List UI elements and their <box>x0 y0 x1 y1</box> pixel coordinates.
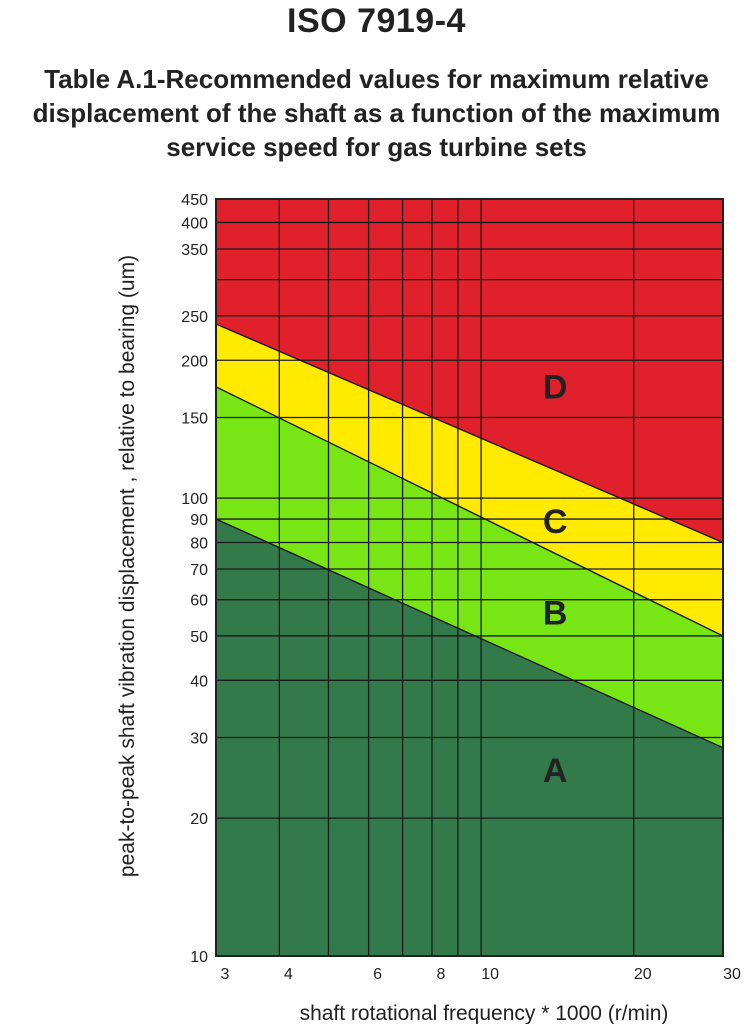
zone-c-area <box>216 324 723 636</box>
y-tick-label: 450 <box>181 192 208 209</box>
subtitle-line-3: service speed for gas turbine sets <box>166 132 587 162</box>
zone-label-c: C <box>543 503 568 541</box>
y-tick-label: 90 <box>190 512 208 529</box>
y-tick-label: 80 <box>190 535 208 552</box>
y-tick-label: 10 <box>190 949 208 966</box>
y-tick-label: 70 <box>190 562 208 579</box>
y-tick-label: 40 <box>190 673 208 690</box>
subtitle-line-2: displacement of the shaft as a function … <box>32 98 721 128</box>
zone-boundary-line <box>215 323 724 544</box>
zone-b-area <box>216 386 723 748</box>
plot-frame <box>215 198 724 957</box>
y-axis-label: peak-to-peak shaft vibration displacemen… <box>116 255 139 877</box>
x-tick-label: 10 <box>481 966 499 983</box>
zone-label-a: A <box>543 752 568 790</box>
x-tick-label: 8 <box>437 966 446 983</box>
y-tick-label: 200 <box>181 353 208 370</box>
zone-labels-layer: A B C D <box>543 369 568 790</box>
y-tick-label: 30 <box>190 731 208 748</box>
zone-label-d: D <box>543 369 568 407</box>
y-tick-label: 50 <box>190 629 208 646</box>
y-tick-label: 250 <box>181 309 208 326</box>
zones-layer <box>216 199 723 956</box>
y-tick-label: 350 <box>181 242 208 259</box>
zone-label-b: B <box>543 594 568 632</box>
x-tick-label: 30 <box>723 966 741 983</box>
x-tick-label: 3 <box>221 966 230 983</box>
chart-title: ISO 7919-4 <box>287 2 466 40</box>
zone-boundary-line <box>215 518 724 749</box>
x-tick-label: 4 <box>284 966 293 983</box>
y-tick-label: 20 <box>190 811 208 828</box>
zone-d-area <box>216 199 723 543</box>
chart-subtitle: Table A.1-Recommended values for maximum… <box>0 62 753 164</box>
y-tick-label: 100 <box>181 491 208 508</box>
boundaries-layer <box>215 323 724 749</box>
ticks-layer: 10 20 30 40 50 60 70 80 90 100 150 200 250 350 400 450 3… <box>181 192 741 983</box>
y-tick-label: 400 <box>181 215 208 232</box>
subtitle-line-1: Table A.1-Recommended values for maximum… <box>44 64 709 94</box>
y-tick-label: 150 <box>181 410 208 427</box>
x-tick-label: 20 <box>634 966 652 983</box>
x-tick-label: 6 <box>373 966 382 983</box>
zone-boundary-line <box>215 386 724 637</box>
x-axis-label: shaft rotational frequency * 1000 (r/min… <box>300 1002 669 1024</box>
y-tick-label: 60 <box>190 593 208 610</box>
